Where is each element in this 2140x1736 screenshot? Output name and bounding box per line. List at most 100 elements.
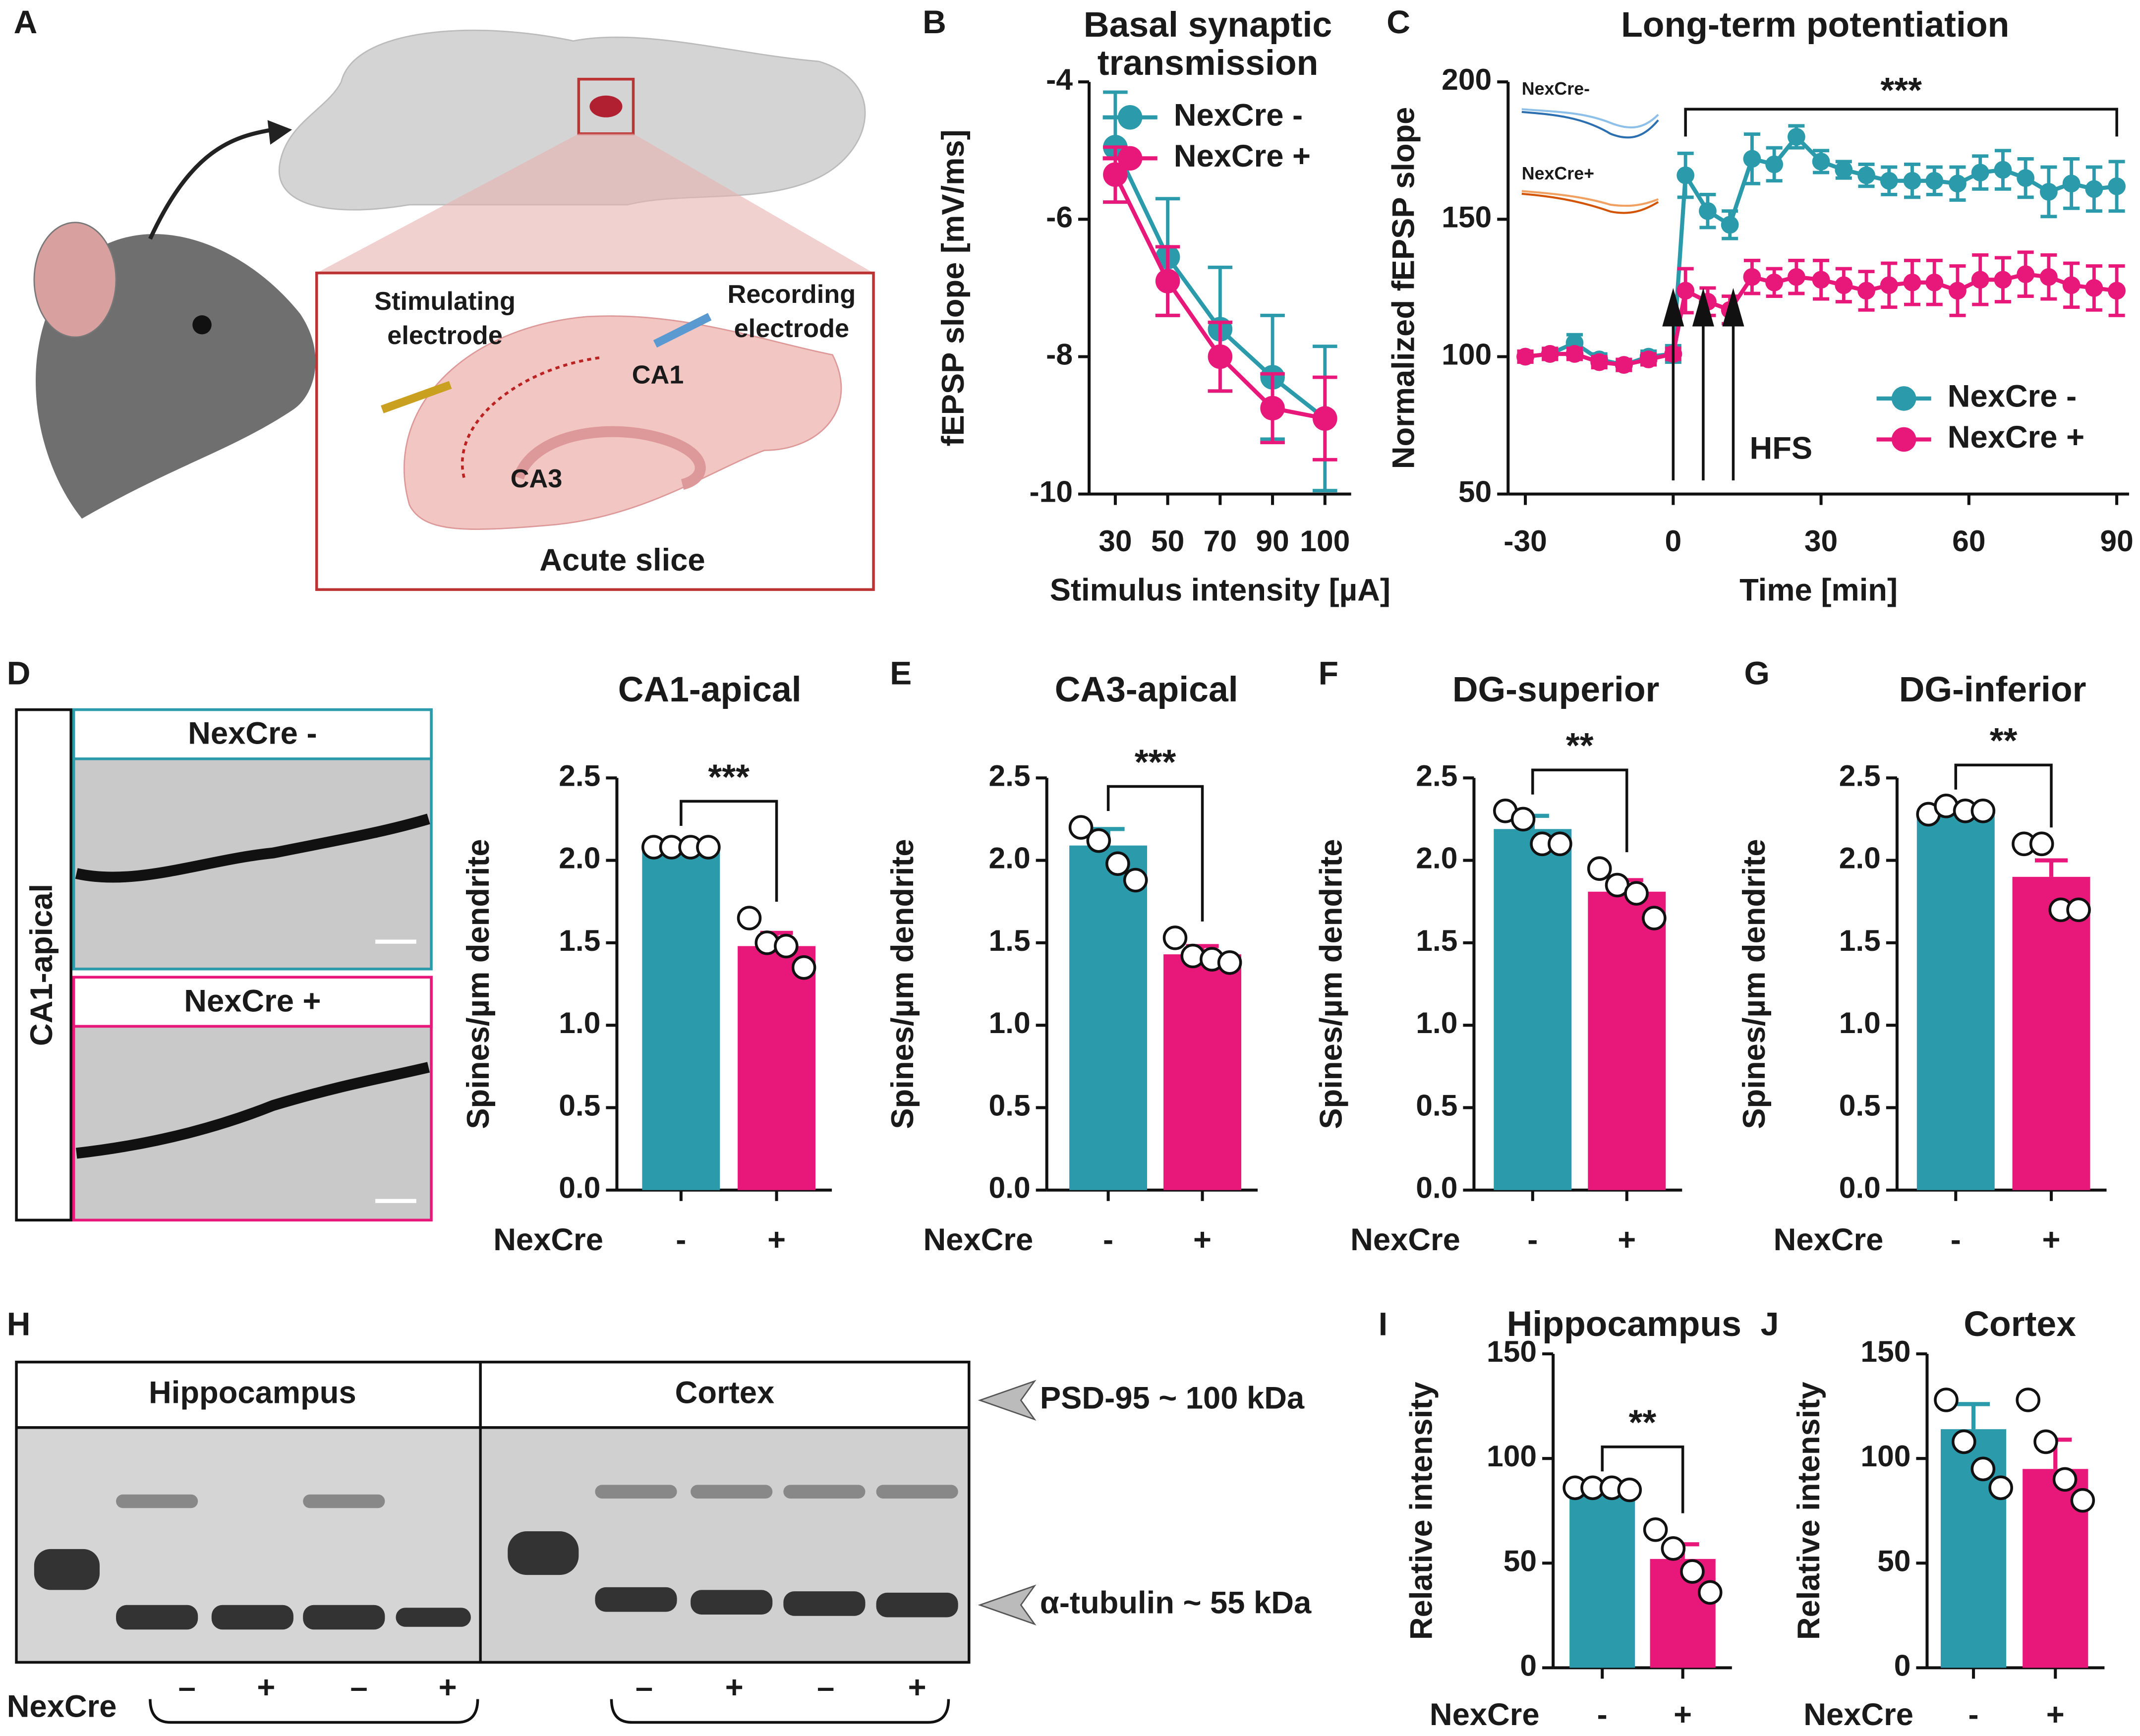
chart-title: Hippocampus [1507,1304,1741,1344]
data-point [696,835,721,860]
x-axis-label: NexCre [1430,1697,1540,1732]
stim-electrode [381,381,452,413]
significance: *** [708,757,750,797]
band [783,1485,866,1499]
bar [2012,876,2090,1190]
marker [1743,268,1761,286]
lane-label: – [817,1670,834,1705]
legend-marker [1891,386,1916,411]
y-tick-label: 2.5 [1839,758,1881,792]
x-tick-label: + [767,1222,786,1257]
marker-arrow [978,1380,1037,1421]
region-label: Hippocampus [149,1375,356,1410]
chart-title: CA1-apical [618,670,802,709]
panel-label: F [1319,655,1338,692]
y-tick-label: -8 [1046,337,1073,371]
label: CA1 [632,361,684,390]
mouse-ear [33,222,117,338]
bar [1494,829,1572,1190]
inset-label: NexCre+ [1522,164,1594,183]
lane-label: – [178,1670,196,1705]
y-axis-label: Spines/µm dendrite [461,839,496,1129]
panel-label: A [14,4,38,41]
legend-marker [1117,146,1143,171]
stim-arrowhead [1662,288,1684,327]
header-label: NexCre + [184,984,321,1018]
band [211,1605,293,1630]
y-tick-label: 1.0 [988,1006,1030,1040]
data-point [1934,1388,1959,1412]
side-label: CA1-apical [24,884,59,1046]
x-tick-label: 90 [2100,524,2133,558]
x-tick-label: 100 [1300,524,1350,558]
dentate [513,426,706,490]
lane-label: – [636,1670,653,1705]
band [116,1494,198,1508]
data-point [1642,906,1667,930]
band [691,1485,773,1499]
row-label: NexCre [7,1689,117,1724]
marker [1903,172,1921,190]
marker [1812,153,1830,171]
x-tick-label: 50 [1151,524,1184,558]
legend-label: NexCre + [1174,139,1311,174]
marker [1857,282,1875,300]
y-axis-label: Spines/µm dendrite [1314,839,1349,1129]
marker [1835,161,1853,179]
dendrite [75,1062,430,1159]
data-point [1217,950,1242,975]
y-tick-label: -10 [1029,475,1073,509]
data-point [2033,1429,2058,1454]
data-point [1680,1559,1705,1584]
data-point [1970,1456,1996,1482]
marker [1313,406,1337,431]
significance: *** [1135,742,1176,782]
y-tick-label: 0.5 [1416,1088,1457,1122]
y-axis-label: Normalized fEPSP slope [1387,107,1421,469]
y-tick-label: 2.0 [559,841,600,875]
band [508,1531,579,1575]
marker [2062,174,2081,193]
data-point [2029,831,2054,857]
chart-title: DG-superior [1452,670,1660,709]
side-box [15,708,72,1222]
y-tick-label: 1.0 [559,1006,600,1040]
legend-marker [1891,427,1916,452]
panel-label: I [1379,1306,1388,1343]
data-point [2070,1488,2095,1513]
y-tick-label: 200 [1442,62,1492,96]
y-tick-label: 100 [1442,337,1492,371]
bar [1163,954,1242,1190]
trace [1521,190,1659,207]
marker [1743,150,1761,168]
band [783,1591,866,1616]
data-point [1697,1580,1723,1605]
marker [1925,172,1944,190]
band [303,1494,385,1508]
arrowhead [267,120,292,145]
marker [2108,177,2126,195]
significance-bracket [680,800,778,902]
marker [1590,353,1609,371]
x-axis-label: NexCre [1803,1697,1913,1732]
data-point [1510,807,1536,832]
arrow [148,127,274,240]
y-axis-label: fEPSP slope [mV/ms] [936,129,971,446]
header-label: NexCre - [188,716,317,751]
significance: *** [1880,70,1922,110]
stimulus-label: HFS [1749,431,1812,465]
data-point [1661,1536,1686,1561]
chart-title: transmission [1098,43,1319,83]
bands [34,1485,958,1630]
y-axis-label: Relative intensity [1404,1382,1439,1640]
panel-label: J [1761,1306,1779,1343]
marker [1880,276,1898,294]
y-tick-label: 50 [1458,475,1492,509]
panel-labels: A B C D E F G H I J [7,4,1779,1343]
y-tick-label: 100 [1860,1439,1910,1473]
x-axis-label: NexCre [1774,1222,1884,1257]
y-tick-label: 2.5 [988,758,1030,792]
x-tick-label: + [2046,1697,2065,1732]
marker [1677,282,1695,300]
